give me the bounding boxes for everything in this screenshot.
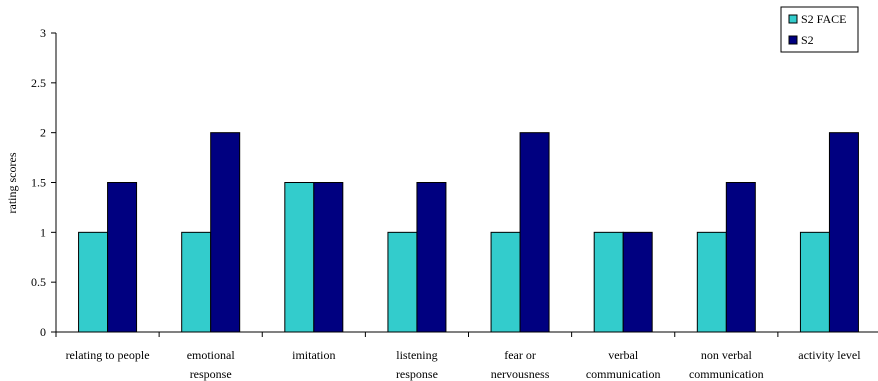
category-label: non verbal communication xyxy=(689,348,764,381)
category-label: emotional response xyxy=(187,348,236,381)
category-label: verbal communication xyxy=(586,348,661,381)
bar-s2-6 xyxy=(725,182,756,333)
bar-s2-face-7 xyxy=(799,231,830,333)
y-tick-label: 1 xyxy=(40,225,46,239)
bar-s2-0 xyxy=(107,182,138,333)
plot-area xyxy=(78,132,859,333)
category-label: relating to people xyxy=(66,348,150,362)
y-tick-label: 2 xyxy=(40,126,46,140)
bar-s2-face-0 xyxy=(78,231,109,333)
bar-s2-7 xyxy=(828,132,859,333)
bar-s2-face-5 xyxy=(593,231,624,333)
y-tick-label: 2.5 xyxy=(31,76,46,90)
y-tick-label: 0 xyxy=(40,325,46,339)
y-axis-title: rating scores xyxy=(5,152,19,213)
legend-swatch-s2-face xyxy=(788,14,798,24)
bar-s2-2 xyxy=(313,182,344,333)
category-label: imitation xyxy=(292,348,335,362)
category-label: fear or nervousness xyxy=(491,348,550,381)
y-tick-label: 3 xyxy=(40,26,46,40)
bar-s2-face-2 xyxy=(284,182,315,333)
y-tick-label: 1.5 xyxy=(31,176,46,190)
bar-s2-1 xyxy=(210,132,241,333)
bar-s2-3 xyxy=(416,182,447,333)
bar-s2-face-3 xyxy=(387,231,418,333)
category-label: activity level xyxy=(798,348,861,362)
legend: S2 FACE S2 xyxy=(780,6,859,53)
x-axis: relating to people emotional response imita… xyxy=(55,331,878,381)
legend-swatch-s2 xyxy=(788,35,798,45)
y-axis: 0 0.5 1 1.5 2 2.5 3 xyxy=(31,26,57,339)
y-tick-label: 0.5 xyxy=(31,275,46,289)
bar-s2-5 xyxy=(622,231,653,333)
legend-label-s2: S2 xyxy=(801,33,814,47)
bar-s2-face-1 xyxy=(181,231,212,333)
bar-s2-face-6 xyxy=(696,231,727,333)
bar-s2-4 xyxy=(519,132,550,333)
bar-s2-face-4 xyxy=(490,231,521,333)
legend-label-s2-face: S2 FACE xyxy=(801,12,846,26)
category-label: listening response xyxy=(396,348,438,381)
